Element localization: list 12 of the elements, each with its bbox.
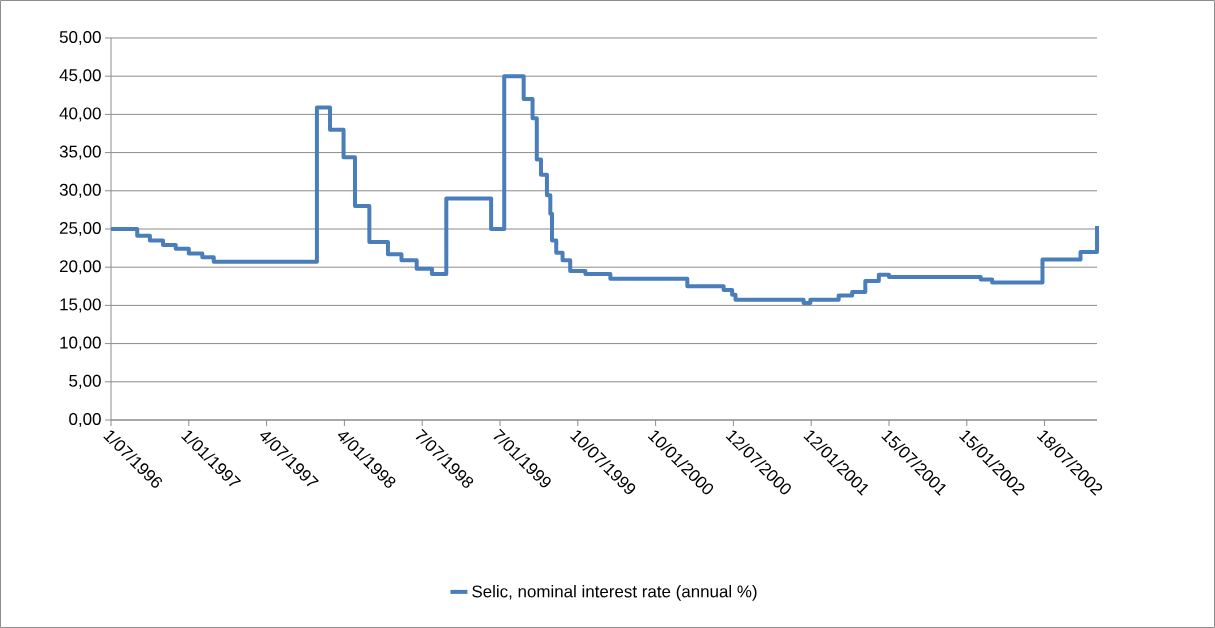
y-tick-label: 35,00: [59, 145, 101, 160]
y-tick-label: 25,00: [59, 221, 101, 236]
y-tick-label: 50,00: [59, 30, 101, 45]
y-tick-label: 0,00: [69, 412, 101, 427]
y-tick-label: 10,00: [60, 336, 101, 351]
y-tick-label: 20,00: [59, 260, 101, 275]
y-tick-label: 5,00: [69, 374, 101, 389]
legend-label: Selic, nominal interest rate (annual %): [472, 585, 757, 601]
y-tick-label: 45,00: [59, 69, 101, 84]
y-tick-label: 40,00: [59, 107, 101, 122]
y-tick-label: 15,00: [60, 298, 101, 313]
y-tick-label: 30,00: [59, 183, 101, 198]
